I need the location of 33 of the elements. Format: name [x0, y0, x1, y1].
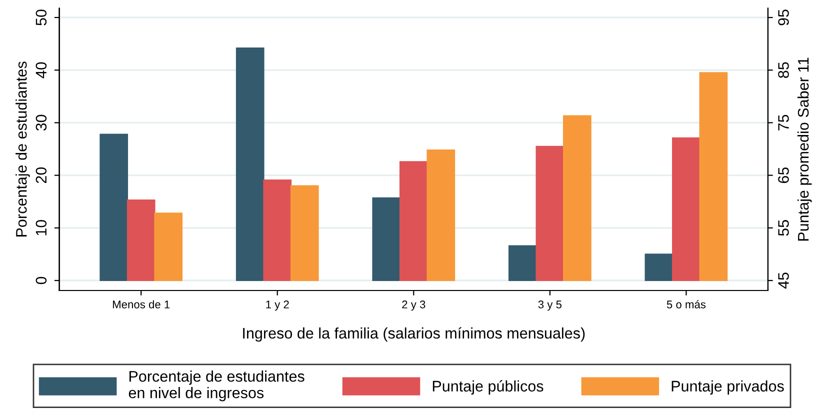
y-tick-label: 0 — [36, 276, 47, 284]
bar — [426, 150, 456, 282]
y2-tick-label: 95 — [778, 10, 789, 26]
bar — [536, 146, 564, 282]
bar — [236, 47, 264, 282]
x-tick-label: 1 y 2 — [266, 300, 289, 311]
legend-label: Porcentaje de estudiantes en nivel de ingresos — [128, 370, 304, 402]
y2-tick-label: 85 — [778, 62, 789, 78]
x-tick-label: 2 y 3 — [402, 300, 426, 311]
y-tick-label: 30 — [36, 114, 47, 131]
bar — [154, 212, 183, 282]
x-tick-label: 5 o más — [666, 300, 706, 308]
bar — [290, 185, 319, 282]
x-tick-label: Menos de 1 — [112, 300, 170, 308]
y-tick-label: 40 — [36, 62, 47, 78]
y-axis-title: Porcentaje de estudiantes — [16, 62, 30, 236]
y-tick-label: 10 — [36, 220, 47, 236]
y-tick-label: 50 — [36, 10, 47, 26]
y2-tick-label: 45 — [778, 272, 789, 289]
y2-tick-label: 65 — [778, 167, 789, 184]
bar — [644, 254, 674, 282]
x-tick-label: 3 y 5 — [538, 300, 562, 311]
x-axis-title: Ingreso de la familia (salarios mínimos mensuales) — [243, 327, 585, 342]
y2-axis-title: Puntaje promedio Saber 11 — [797, 58, 812, 241]
y2-tick-label: 55 — [778, 220, 789, 236]
bar — [563, 115, 592, 282]
bar — [699, 72, 728, 282]
bar — [672, 137, 700, 282]
legend-label: Puntaje privados — [672, 380, 784, 395]
legend-label: Puntaje públicos — [432, 380, 544, 395]
y2-tick-label: 75 — [778, 114, 789, 130]
y-tick-label: 20 — [36, 167, 47, 184]
bar — [508, 245, 537, 282]
